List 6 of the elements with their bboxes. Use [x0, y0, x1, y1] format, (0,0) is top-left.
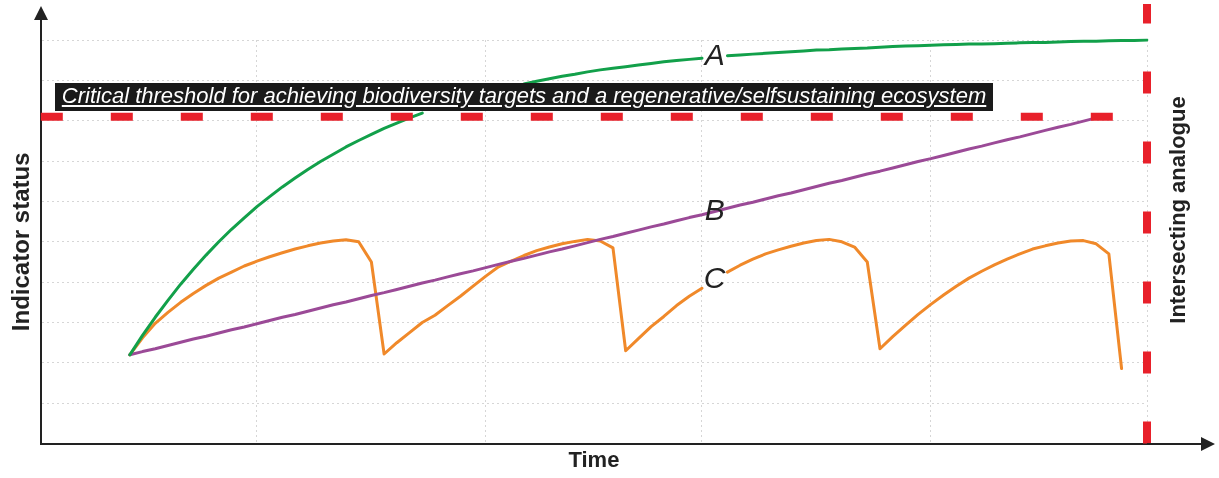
text: Intersecting analogue	[1165, 96, 1191, 324]
series-label: A	[702, 38, 725, 72]
ref-line-label: Critical threshold for achieving biodiversity targets and a regenerative/selfsustaining ecosystem	[54, 82, 994, 111]
y-axis-title: Indicator status	[7, 152, 35, 332]
series-label: C	[703, 261, 726, 295]
x-axis-title: Time	[568, 446, 620, 472]
